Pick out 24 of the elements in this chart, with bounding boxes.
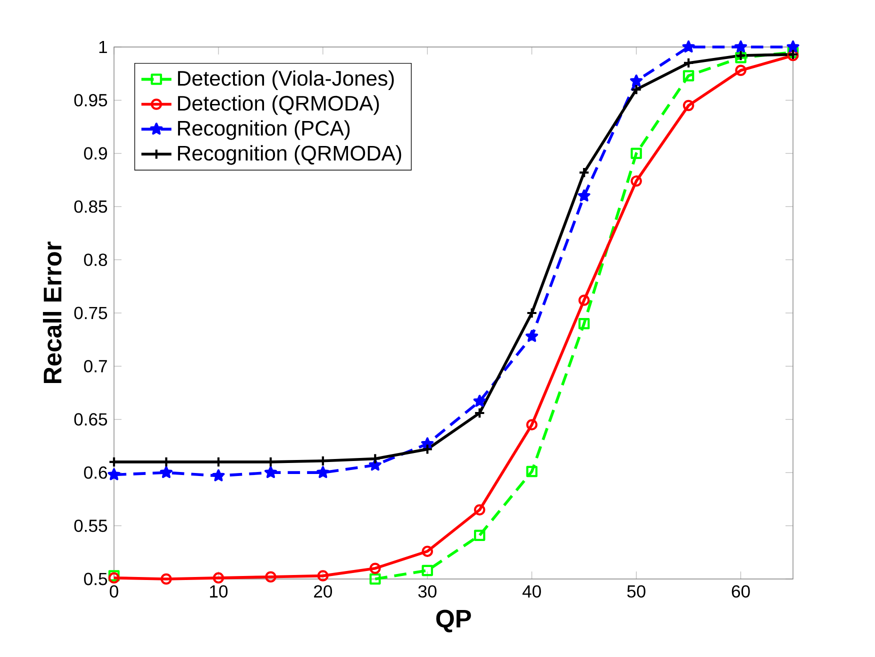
x-tick-label: 50 [627, 585, 646, 598]
x-axis-title: QP [436, 610, 471, 632]
y-tick-label: 0.8 [84, 254, 108, 266]
x-tick-label: 60 [732, 585, 750, 598]
y-tick-label: 0.5 [84, 572, 108, 586]
x-tick-label: 20 [314, 585, 332, 598]
y-tick-label: 0.7 [84, 360, 107, 372]
legend-label: Detection (Viola-Jones) [178, 70, 394, 90]
legend-label: Recognition (PCA) [178, 120, 350, 140]
legend-label: Detection (QRMODA) [178, 95, 379, 115]
y-tick-label: 0.75 [74, 306, 108, 320]
x-tick-label: 10 [210, 585, 228, 598]
y-tick-label: 0.95 [74, 94, 108, 106]
x-tick-label: 0 [110, 585, 118, 598]
y-tick-label: 1 [99, 40, 107, 54]
legend-label: Recognition (QRMODA) [178, 145, 402, 165]
x-tick-label: 30 [418, 585, 436, 598]
y-tick-label: 0.6 [84, 466, 108, 479]
y-axis-title: Recall Error [42, 242, 62, 384]
y-tick-label: 0.85 [74, 200, 108, 213]
y-tick-label: 0.9 [84, 147, 107, 160]
y-tick-label: 0.55 [74, 520, 108, 532]
x-tick-label: 40 [522, 585, 541, 598]
y-tick-label: 0.65 [74, 413, 108, 426]
